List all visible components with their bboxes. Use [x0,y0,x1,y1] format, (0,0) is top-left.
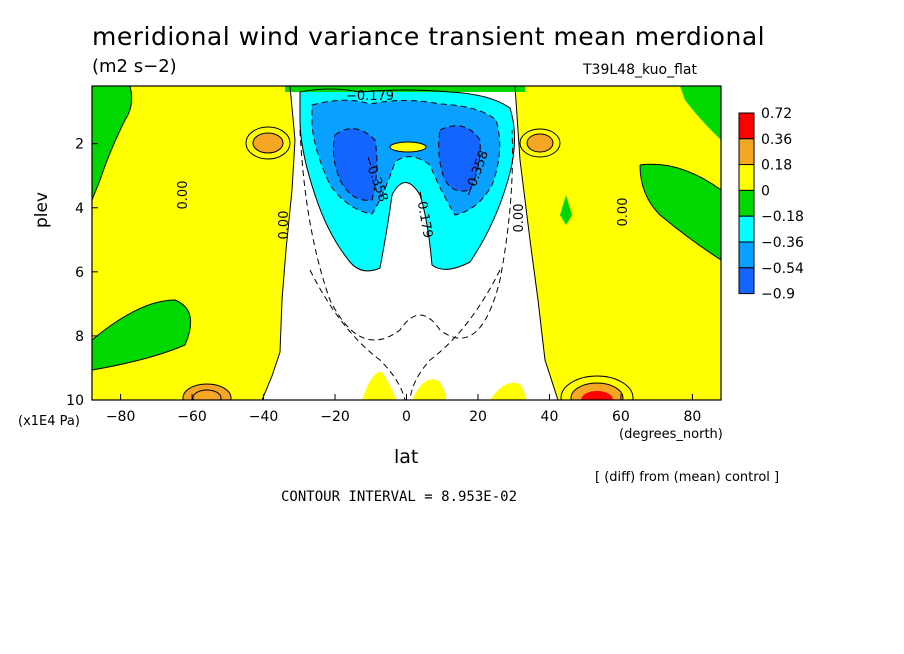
legend-swatch [738,241,755,269]
x-tick-label: −40 [249,409,279,425]
field-east-green-spot [560,195,572,225]
x-tick-label: 0 [402,409,411,425]
legend-level-label: −0.18 [761,209,804,225]
legend-swatch [738,138,755,166]
field-upper-trough-core-east [438,125,481,192]
field-surface-east-core [581,391,613,400]
contour-label: 0.00 [176,181,191,210]
run-label: T39L48_kuo_flat [583,62,697,78]
field-top-band [285,86,525,92]
field-surface-patch-2 [412,379,446,400]
field-east-maximum [527,134,553,152]
contour-label: 0.00 [277,211,292,240]
field-east-green [640,164,721,260]
field-west-maximum [253,133,283,153]
field-east-yellow [515,86,721,400]
contour-label: 0.00 [616,198,631,227]
field-surface-patch-3 [490,382,526,400]
colorbar-legend: 0.72 0.36 0.18 0 −0.18 −0.36 −0.54 −0.9 [738,106,804,303]
legend-swatch [738,267,755,295]
y-tick-label: 10 [66,393,84,409]
legend-level-label: 0.72 [761,106,792,122]
field-upper-trough-core [333,128,377,201]
chart-title: meridional wind variance transient mean … [92,22,766,51]
contour-label: 0.00 [512,204,527,233]
legend-level-label: −0.54 [761,261,804,277]
contour-interval: CONTOUR INTERVAL = 8.953E-02 [281,489,518,505]
field-surface-west [183,384,231,400]
x-tick-layer: −80 −60 −40 −20 0 20 40 60 80 [106,394,701,425]
x-axis-unit: (degrees_north) [619,427,723,442]
y-tick-layer: 2 4 6 8 10 [66,137,98,409]
x-tick-label: 60 [612,409,630,425]
x-tick-label: −60 [177,409,207,425]
chart-units: (m2 s−2) [92,56,177,77]
legend-swatch [738,164,755,191]
x-tick-label: 40 [541,409,559,425]
legend-swatch [738,112,755,140]
legend-level-label: 0 [761,183,770,199]
field-west-green [92,86,132,200]
legend-level-label: −0.36 [761,235,804,251]
x-tick-label: 20 [469,409,487,425]
y-tick-label: 6 [75,265,84,281]
x-tick-label: −20 [320,409,350,425]
field-east-green-top [680,86,721,140]
y-tick-label: 8 [75,329,84,345]
legend-swatch [738,189,755,217]
y-tick-label: 4 [75,201,84,217]
y-axis-unit: (x1E4 Pa) [18,414,80,429]
legend-level-label: 0.18 [761,158,792,174]
legend-level-label: 0.36 [761,132,792,148]
legend-swatch [738,215,755,243]
field-top-yellow-center [390,142,426,152]
x-tick-label: 80 [683,409,701,425]
legend-level-label: −0.9 [761,287,795,303]
y-tick-label: 2 [75,137,84,153]
x-tick-label: −80 [106,409,136,425]
field-surface-patch-1 [362,371,396,400]
diff-note: [ (diff) from (mean) control ] [595,470,780,485]
x-axis-label: lat [394,446,419,468]
field-west-green-low [92,300,191,370]
contour-label: −0.179 [346,89,394,104]
